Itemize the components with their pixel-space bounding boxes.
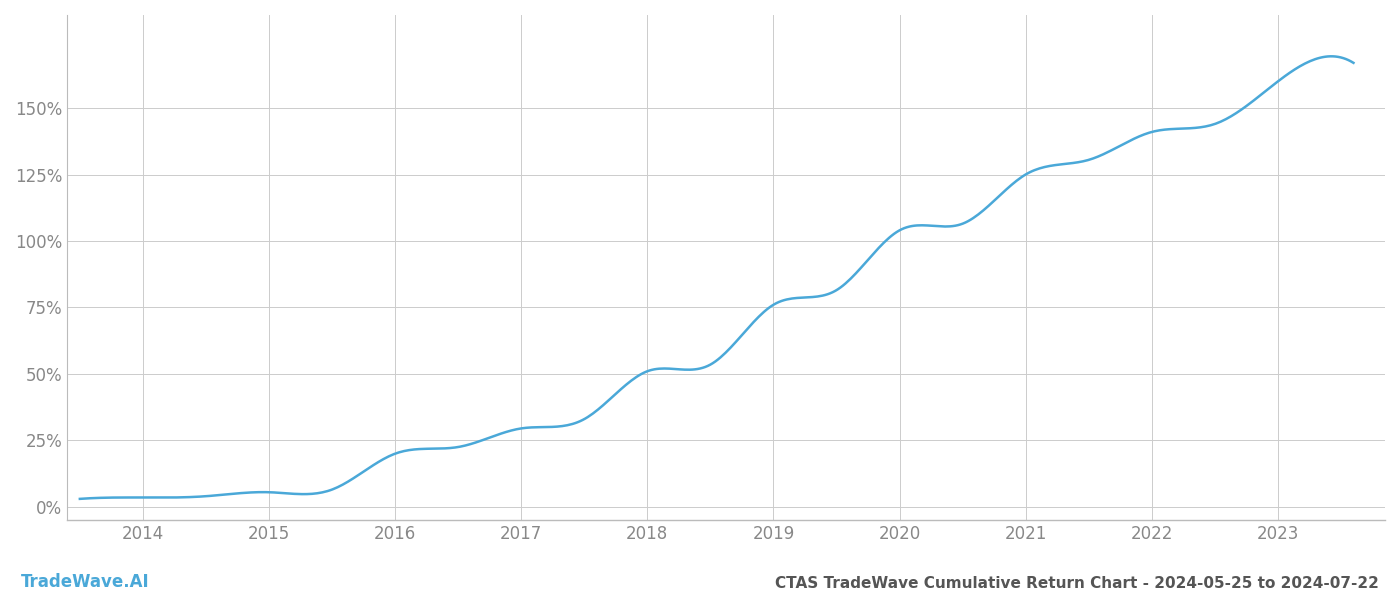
Text: TradeWave.AI: TradeWave.AI bbox=[21, 573, 150, 591]
Text: CTAS TradeWave Cumulative Return Chart - 2024-05-25 to 2024-07-22: CTAS TradeWave Cumulative Return Chart -… bbox=[776, 576, 1379, 591]
